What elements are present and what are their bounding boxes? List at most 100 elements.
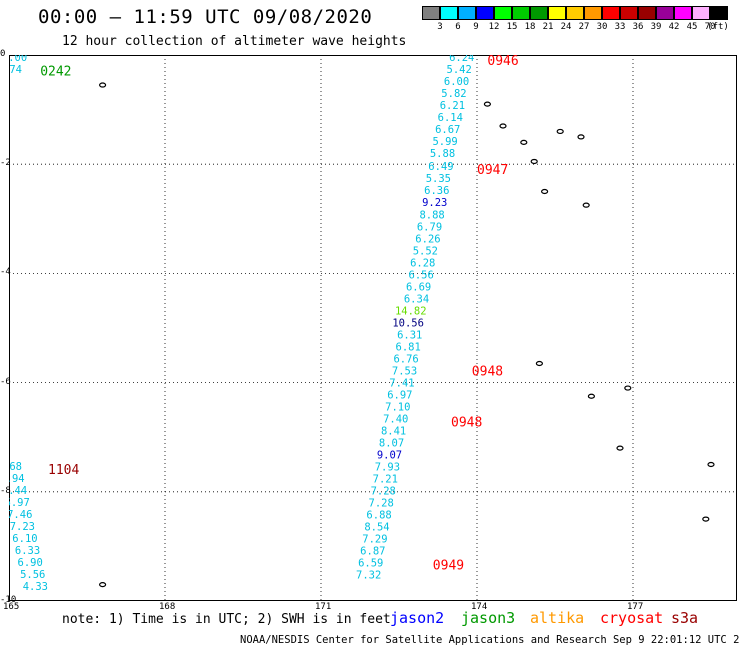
island-outline bbox=[530, 158, 538, 165]
island-outline bbox=[499, 123, 507, 129]
footer-note: note: 1) Time is in UTC; 2) SWH is in fe… bbox=[62, 612, 391, 627]
lat-tick-label: -6 bbox=[0, 376, 11, 387]
credit-line: NOAA/NESDIS Center for Satellite Applica… bbox=[240, 634, 740, 646]
legend-label: 70 bbox=[704, 22, 716, 32]
legend-label: 15 bbox=[506, 22, 518, 32]
satellite-legend-cryosat: cryosat bbox=[600, 609, 664, 627]
wave-height-value: 7.46 bbox=[9, 509, 32, 521]
legend-label: 42 bbox=[668, 22, 680, 32]
wave-height-value: 7.23 bbox=[10, 521, 35, 533]
lat-tick-label: -2 bbox=[0, 158, 11, 169]
legend-swatch bbox=[512, 6, 530, 20]
legend-label: 3 bbox=[437, 22, 443, 32]
lat-tick-label: -10 bbox=[0, 595, 17, 605]
wave-height-value: 6.59 bbox=[358, 558, 383, 570]
legend-swatch bbox=[656, 6, 674, 20]
wave-height-value: 6.97 bbox=[387, 389, 412, 401]
wave-height-value: 6.36 bbox=[424, 185, 449, 197]
pass-time-label: 0948 bbox=[451, 415, 482, 430]
legend-swatch bbox=[548, 6, 566, 20]
wave-height-value: 5.35 bbox=[426, 173, 451, 185]
legend-label: 27 bbox=[578, 22, 590, 32]
wave-height-value: 8.88 bbox=[419, 209, 444, 221]
legend-swatch bbox=[692, 6, 710, 20]
map-title: 00:00 – 11:59 UTC 09/08/2020 bbox=[38, 6, 373, 28]
legend-unit: (ft) bbox=[707, 22, 729, 32]
legend-swatch bbox=[602, 6, 620, 20]
wave-height-value: 7.28 bbox=[371, 486, 396, 498]
wave-height-value: 6.34 bbox=[404, 293, 429, 305]
pass-time-label: 0949 bbox=[433, 559, 464, 574]
legend-swatch bbox=[674, 6, 692, 20]
wave-height-value: 6.56 bbox=[409, 269, 434, 281]
pass-time-label: 0946 bbox=[487, 55, 518, 69]
wave-height-value: 6.79 bbox=[417, 221, 442, 233]
pass-time-label: 0948 bbox=[472, 365, 503, 380]
wave-height-value: 6.00 bbox=[444, 76, 469, 88]
lon-tick-label: 168 bbox=[159, 602, 176, 612]
wave-height-value: 8.41 bbox=[381, 425, 406, 437]
wave-height-value: 8.07 bbox=[379, 437, 404, 449]
wave-height-value: 6.49 bbox=[428, 161, 453, 173]
wave-height-value: 7.44 bbox=[9, 485, 27, 497]
wave-height-value: 6.69 bbox=[406, 281, 431, 293]
wave-height-value: 5.99 bbox=[432, 136, 457, 148]
wave-height-value: 6.10 bbox=[12, 533, 37, 545]
legend-swatch bbox=[638, 6, 656, 20]
wave-height-value: 6.14 bbox=[438, 112, 463, 124]
wave-height-value: 7.10 bbox=[385, 401, 410, 413]
island-outline bbox=[624, 385, 632, 391]
island-outline bbox=[582, 202, 590, 208]
legend-label: 36 bbox=[632, 22, 644, 32]
satellite-legend-jason3: jason3 bbox=[461, 609, 516, 627]
pass-time-label: 0242 bbox=[40, 64, 71, 79]
pass-time-label: 1104 bbox=[48, 463, 79, 478]
wave-height-value: 9.23 bbox=[422, 197, 447, 209]
lat-tick-label: -8 bbox=[0, 485, 11, 496]
island-outline bbox=[707, 461, 715, 468]
wave-height-value: 5.74 bbox=[9, 64, 22, 76]
lon-tick-label: 177 bbox=[627, 602, 644, 612]
wave-height-value: 6.97 bbox=[9, 497, 30, 509]
wave-height-value: 6.28 bbox=[410, 257, 435, 269]
legend-swatch bbox=[476, 6, 494, 20]
pass-time-label: 0947 bbox=[477, 163, 508, 178]
wave-height-value: 7.53 bbox=[392, 365, 417, 377]
wave-height-value: 5.88 bbox=[430, 148, 455, 160]
wave-height-value: 6.90 bbox=[18, 557, 43, 569]
legend-swatch bbox=[566, 6, 584, 20]
legend-swatch bbox=[530, 6, 548, 20]
wave-height-value: 9.07 bbox=[377, 449, 402, 461]
legend-label: 45 bbox=[686, 22, 698, 32]
legend-swatch bbox=[458, 6, 476, 20]
wave-height-value: 5.42 bbox=[447, 64, 472, 76]
wave-height-value: 6.87 bbox=[360, 546, 385, 558]
island-outline bbox=[483, 101, 491, 107]
wave-height-value: 5.52 bbox=[413, 245, 438, 257]
wave-height-value: 4.33 bbox=[23, 581, 48, 593]
map-border bbox=[9, 55, 737, 601]
legend-swatch bbox=[494, 6, 512, 20]
wave-height-value: 6.24 bbox=[449, 55, 474, 64]
wave-height-value: 6.31 bbox=[397, 329, 422, 341]
legend-swatch bbox=[440, 6, 458, 20]
island-outline bbox=[98, 82, 107, 88]
map-plot: 6.005.7402426.245.426.005.826.216.146.67… bbox=[0, 52, 737, 601]
wave-height-value: 7.41 bbox=[389, 377, 414, 389]
legend-swatch bbox=[422, 6, 440, 20]
legend-label: 18 bbox=[524, 22, 536, 32]
island-outline bbox=[540, 188, 549, 195]
wave-height-value: 5.56 bbox=[20, 569, 45, 581]
legend-label: 12 bbox=[488, 22, 500, 32]
wave-height-value: 6.26 bbox=[415, 233, 440, 245]
island-outline bbox=[616, 445, 624, 451]
wave-height-value: 7.29 bbox=[362, 534, 387, 546]
lon-tick-label: 165 bbox=[3, 602, 20, 612]
wave-height-value: 10.56 bbox=[392, 317, 424, 329]
wave-height-value: 6.76 bbox=[393, 353, 418, 365]
map-subtitle: 12 hour collection of altimeter wave hei… bbox=[62, 34, 407, 49]
wave-height-value: 7.28 bbox=[369, 498, 394, 510]
wave-height-value: 7.93 bbox=[375, 462, 400, 474]
satellite-legend-altika: altika bbox=[530, 609, 585, 627]
wave-height-value: 8.54 bbox=[364, 522, 389, 534]
